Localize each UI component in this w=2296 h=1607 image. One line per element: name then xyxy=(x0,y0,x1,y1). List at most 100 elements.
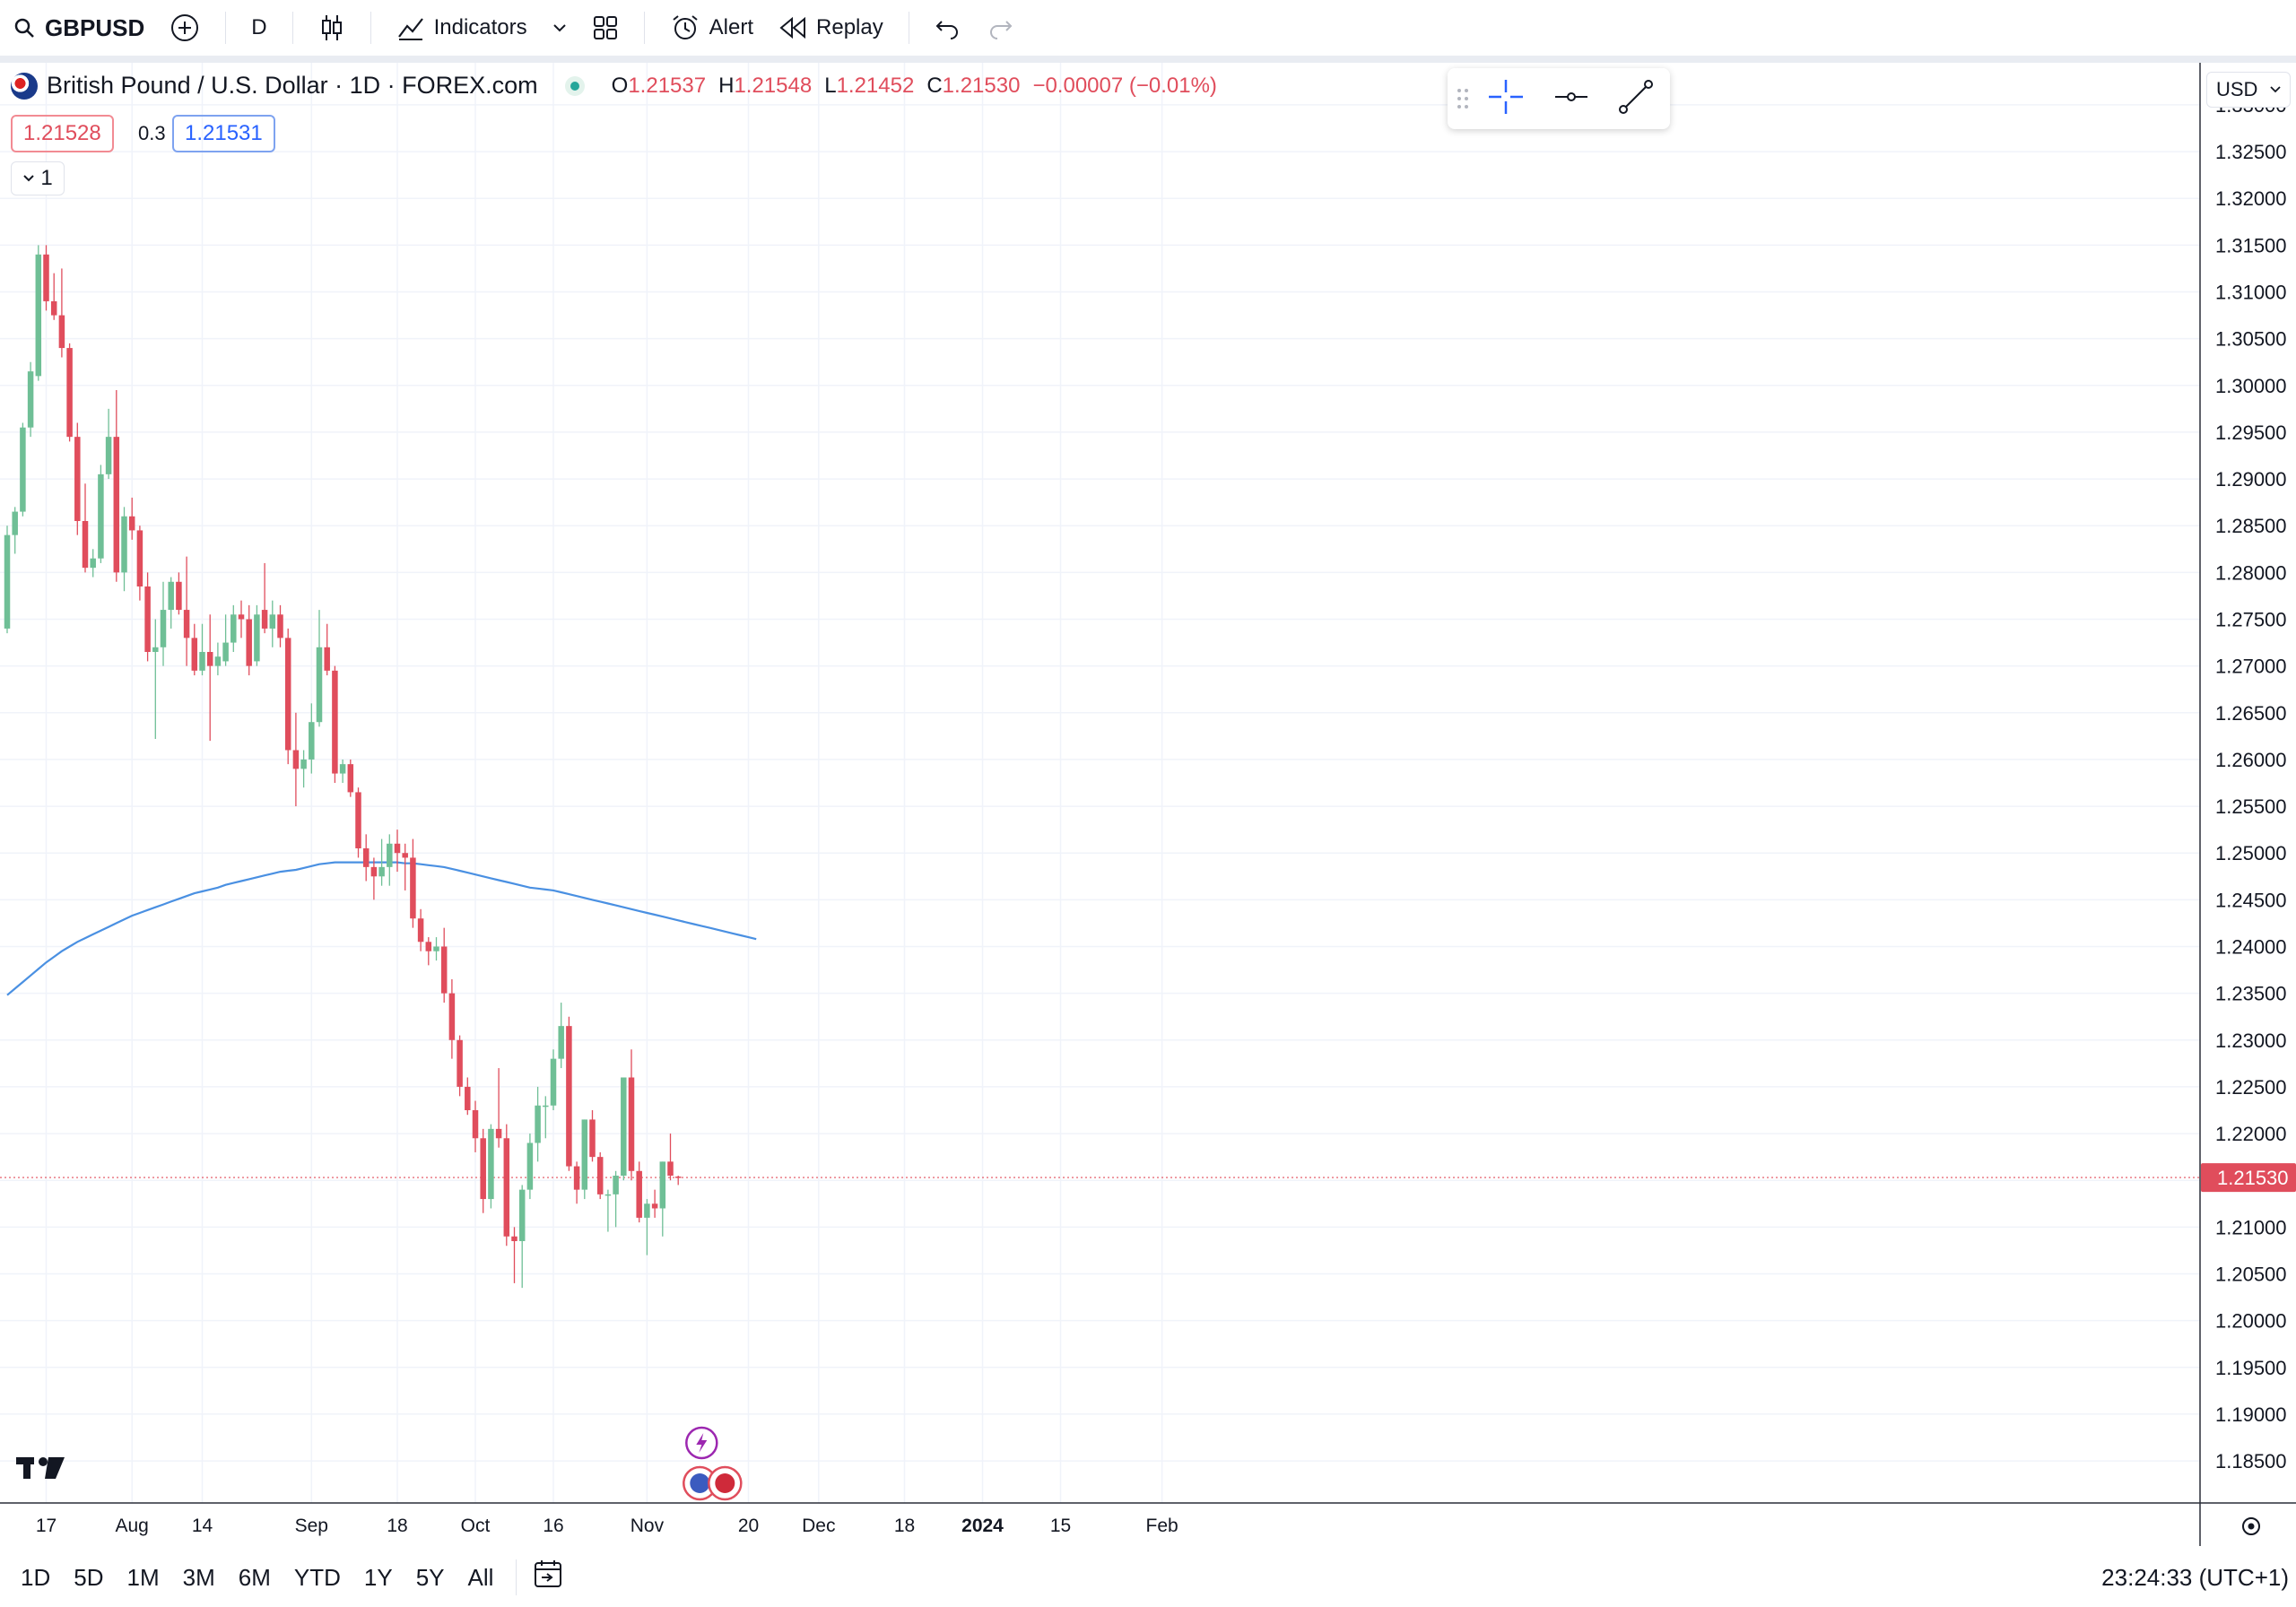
candle-up[interactable] xyxy=(168,581,174,611)
candle-up[interactable] xyxy=(550,1058,557,1106)
candle-up[interactable] xyxy=(378,866,385,877)
candle-down[interactable] xyxy=(425,942,432,951)
candle-up[interactable] xyxy=(300,759,307,769)
candle-down[interactable] xyxy=(113,437,120,573)
candle-up[interactable] xyxy=(254,614,260,662)
candle-down[interactable] xyxy=(144,586,151,652)
trend-line-tool-button[interactable] xyxy=(1607,77,1665,121)
candle-down[interactable] xyxy=(589,1119,596,1158)
candle-down[interactable] xyxy=(440,946,448,994)
replay-button[interactable]: Replay xyxy=(766,3,896,53)
currency-selector[interactable]: USD xyxy=(2206,72,2291,108)
candle-up[interactable] xyxy=(526,1142,534,1190)
candle-up[interactable] xyxy=(35,254,42,377)
candle-down[interactable] xyxy=(191,638,198,671)
range-6m[interactable]: 6M xyxy=(238,1563,271,1591)
range-1y[interactable]: 1Y xyxy=(363,1563,393,1591)
collapse-legend-button[interactable]: 1 xyxy=(11,161,65,195)
symbol-search[interactable]: GBPUSD xyxy=(0,3,157,53)
candle-down[interactable] xyxy=(667,1161,674,1176)
candle-up[interactable] xyxy=(316,647,323,723)
buy-price-button[interactable]: 1.21531 xyxy=(172,115,275,152)
candle-up[interactable] xyxy=(387,843,393,867)
range-5y[interactable]: 5Y xyxy=(415,1563,445,1591)
candle-down[interactable] xyxy=(394,843,401,854)
indicators-dropdown[interactable] xyxy=(540,3,579,53)
candle-down[interactable] xyxy=(362,848,370,867)
candle-down[interactable] xyxy=(292,750,300,769)
range-ytd[interactable]: YTD xyxy=(293,1563,341,1591)
candle-down[interactable] xyxy=(402,853,408,858)
candle-down[interactable] xyxy=(183,610,190,638)
candle-down[interactable] xyxy=(370,866,378,877)
range-3m[interactable]: 3M xyxy=(182,1563,215,1591)
drag-handle-icon[interactable] xyxy=(1457,87,1469,110)
candle-down[interactable] xyxy=(628,1077,635,1171)
interval-button[interactable]: D xyxy=(239,3,279,53)
range-1d[interactable]: 1D xyxy=(21,1563,51,1591)
candle-down[interactable] xyxy=(472,1110,479,1139)
candle-down[interactable] xyxy=(511,1236,517,1241)
price-chart[interactable]: 1.330001.325001.320001.315001.310001.305… xyxy=(0,63,2296,1546)
candle-down[interactable] xyxy=(58,315,65,349)
candle-up[interactable] xyxy=(90,558,96,569)
range-all[interactable]: All xyxy=(467,1563,494,1591)
candle-up[interactable] xyxy=(339,764,346,774)
candle-up[interactable] xyxy=(12,511,18,535)
candle-down[interactable] xyxy=(176,581,182,611)
candle-up[interactable] xyxy=(581,1119,588,1190)
crosshair-tool-button[interactable] xyxy=(1476,76,1535,122)
candle-up[interactable] xyxy=(659,1161,666,1209)
candle-down[interactable] xyxy=(74,437,81,521)
candle-down[interactable] xyxy=(566,1026,572,1167)
legend-title[interactable]: British Pound / U.S. Dollar · 1D · FOREX… xyxy=(47,72,538,99)
candle-down[interactable] xyxy=(410,857,416,919)
candle-down[interactable] xyxy=(651,1203,658,1209)
redo-button[interactable] xyxy=(974,3,1026,53)
candle-up[interactable] xyxy=(20,427,26,512)
candle-up[interactable] xyxy=(214,656,222,666)
candle-up[interactable] xyxy=(98,473,104,559)
candle-up[interactable] xyxy=(535,1105,541,1143)
candle-up[interactable] xyxy=(222,642,229,662)
compare-button[interactable] xyxy=(157,3,213,53)
candle-up[interactable] xyxy=(152,647,159,652)
undo-button[interactable] xyxy=(922,3,974,53)
candle-down[interactable] xyxy=(674,1177,682,1178)
candle-down[interactable] xyxy=(50,300,57,316)
candle-up[interactable] xyxy=(621,1077,627,1177)
candle-down[interactable] xyxy=(596,1157,604,1194)
candle-up[interactable] xyxy=(4,534,11,629)
candle-down[interactable] xyxy=(636,1170,642,1218)
candle-down[interactable] xyxy=(324,647,330,671)
candle-up[interactable] xyxy=(105,437,112,474)
candle-down[interactable] xyxy=(448,993,456,1040)
candle-up[interactable] xyxy=(160,610,167,647)
candle-down[interactable] xyxy=(480,1138,486,1200)
candle-down[interactable] xyxy=(206,652,213,666)
candle-down[interactable] xyxy=(261,610,268,629)
go-to-date-button[interactable] xyxy=(527,1559,572,1597)
candle-up[interactable] xyxy=(27,371,34,428)
sell-price-button[interactable]: 1.21528 xyxy=(11,115,114,152)
candle-down[interactable] xyxy=(332,670,338,774)
candle-down[interactable] xyxy=(66,348,73,438)
candle-down[interactable] xyxy=(495,1128,502,1139)
chart-area[interactable]: 1.330001.325001.320001.315001.310001.305… xyxy=(0,63,2296,1546)
candle-down[interactable] xyxy=(82,521,89,569)
candle-up[interactable] xyxy=(199,652,205,671)
candle-up[interactable] xyxy=(121,516,127,573)
candle-up[interactable] xyxy=(309,722,315,760)
candle-down[interactable] xyxy=(355,792,361,848)
candle-down[interactable] xyxy=(136,530,144,586)
horizontal-line-tool-button[interactable] xyxy=(1543,77,1600,121)
candle-down[interactable] xyxy=(347,764,354,793)
layouts-button[interactable] xyxy=(579,3,631,53)
candle-up[interactable] xyxy=(518,1189,526,1241)
candle-up[interactable] xyxy=(488,1128,494,1200)
candle-down[interactable] xyxy=(238,614,245,620)
candle-up[interactable] xyxy=(604,1194,612,1196)
candle-up[interactable] xyxy=(644,1203,650,1218)
candle-down[interactable] xyxy=(573,1166,580,1190)
candle-down[interactable] xyxy=(503,1138,510,1237)
